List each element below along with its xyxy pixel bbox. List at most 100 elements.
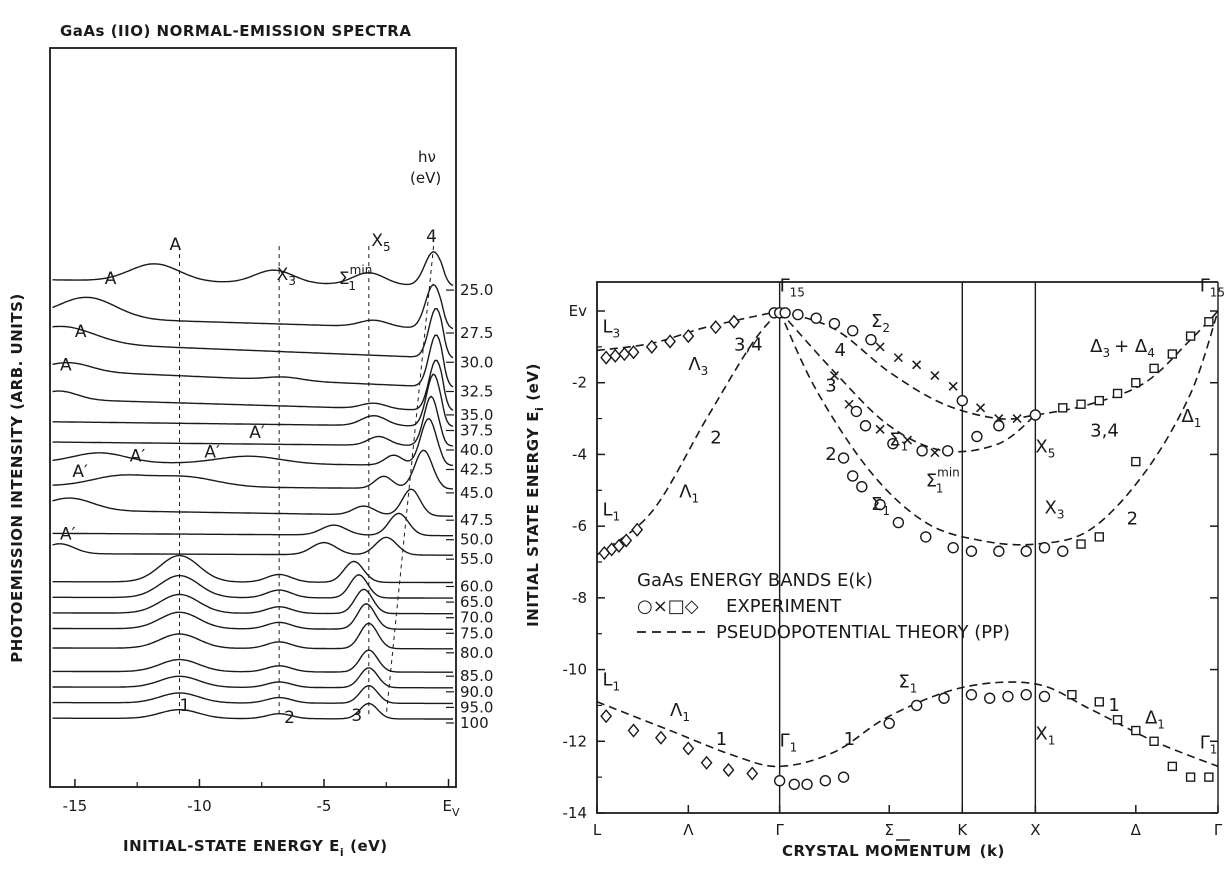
band-label: X3 [1044,498,1064,522]
experiment-point-circle [1002,690,1014,703]
right-y-tick-label: -6 [572,517,587,535]
experiment-point-square [1149,736,1159,746]
spectrum-line [52,395,454,447]
band-label: Λ1 [679,481,699,505]
experiment-point-circle [773,775,786,787]
left-chart-ylabel: PHOTOEMISSION INTENSITY (ARB. UNITS) [8,293,26,663]
experiment-point-square [1204,317,1214,327]
right-chart-xlabel: CRYSTAL MOMENTUM (k) [782,842,1005,860]
spectrum-line [52,488,453,517]
spectrum-line [52,574,453,599]
spectrum-peak-label: A′ [130,447,146,467]
hv-label: 37.5 [460,422,493,440]
experiment-point-circle [810,312,822,324]
band-label: 1 [1108,695,1119,716]
experiment-point-diamond [600,709,613,724]
experiment-point-circle [887,437,899,450]
experiment-point-square [1094,395,1104,406]
band-label: 3 [825,376,836,397]
experiment-point-circle [847,325,859,337]
spectrum-line [52,307,454,359]
right-y-tick-label: Ev [569,302,587,320]
experiment-point-square [1112,388,1123,399]
band-label: Σmin 1 [926,466,960,496]
experiment-point-diamond [609,348,622,363]
experiment-point-cross [875,424,885,434]
experiment-point-circle [983,692,996,704]
right-chart-ylabel: INITIAL STATE ENERGY Ei(eV) [524,363,546,627]
band-label: Σ1 [898,672,917,696]
experiment-point-circle [1020,545,1032,557]
spectrum-line [52,667,453,689]
spectrum-peak-label: A [170,235,182,255]
band-label: 1 [844,729,855,750]
k-point-label: Γ [1214,821,1223,839]
hv-label: 35.0 [460,406,493,424]
experiment-point-circle [941,445,954,457]
experiment-point-square [1185,772,1196,782]
band-label: 2 [825,444,836,465]
spectrum-line [52,359,454,411]
hv-label: 32.5 [460,383,493,401]
legend-title: GaAs ENERGY BANDS E(k) [637,570,873,591]
hv-label: 70.0 [460,609,493,627]
band-label: 1 [716,729,727,750]
hv-label: 90.0 [460,683,493,701]
k-point-label: Λ [683,821,694,839]
left-x-tick-label-ev: EV [443,797,460,819]
k-point-label: Σ [884,821,893,839]
hv-label: 65.0 [460,593,493,611]
spectrum-line [52,512,453,537]
spectrum-line [52,334,454,388]
left-chart-title: GaAs (IIO) NORMAL-EMISSION SPECTRA [60,22,411,40]
spectrum-peak-label: A′ [60,525,76,545]
band-label: Σ1 [871,494,890,518]
experiment-point-square [1094,697,1104,707]
hv-label: 60.0 [460,578,493,596]
hv-label: 47.5 [460,511,493,529]
band-label: 4 [834,340,845,361]
right-y-tick-label: -14 [563,804,588,822]
experiment-point-circle [788,778,800,791]
spectrum-peak-label: X5 [371,231,390,254]
right-y-tick-label: -12 [563,732,588,750]
spectrum-peak-label: A [60,355,72,375]
experiment-point-circle [1057,545,1069,557]
experiment-point-square [1185,331,1196,341]
experiment-point-square [1076,399,1086,409]
left-chart-xlabel: INITIAL-STATE ENERGY Ei (eV) [123,837,388,859]
band-label: X1 [1035,723,1055,747]
experiment-point-circle [874,498,886,511]
experiment-point-square [1076,539,1086,549]
hv-label: 85.0 [460,667,493,685]
band-label: Σ2 [871,311,890,335]
right-y-tick-label: -8 [572,589,587,607]
left-plot-frame [49,47,457,788]
right-y-tick-label: -10 [563,661,588,679]
theory-band [778,310,1219,546]
experiment-point-square [1067,689,1077,700]
left-x-tick-label: -10 [187,797,212,815]
theory-band [779,310,1036,453]
band-label: Γ1 [780,731,798,755]
band-label: Σ1 [889,429,908,453]
experiment-point-square [1112,715,1123,725]
hv-label: 30.0 [460,353,493,371]
right-y-tick-label: -2 [572,374,587,392]
hv-label: 45.0 [460,484,493,502]
legend-experiment-label: EXPERIMENT [726,596,842,617]
k-point-label: X [1030,821,1040,839]
spectrum-peak-label: X3 [277,265,296,288]
experiment-point-diamond [627,345,640,360]
experiment-point-cross [829,371,839,381]
band-label: 2 [1127,508,1138,529]
k-point-label: K [957,821,968,839]
band-label: X5 [1035,437,1055,461]
experiment-point-diamond [728,314,740,329]
experiment-point-circle [965,545,978,557]
hv-header-line1: hν [418,148,436,166]
experiment-point-square [1167,761,1178,772]
experiment-point-cross [875,342,885,352]
theory-band [779,310,1219,420]
spectrum-peak-label: 2 [284,708,295,728]
